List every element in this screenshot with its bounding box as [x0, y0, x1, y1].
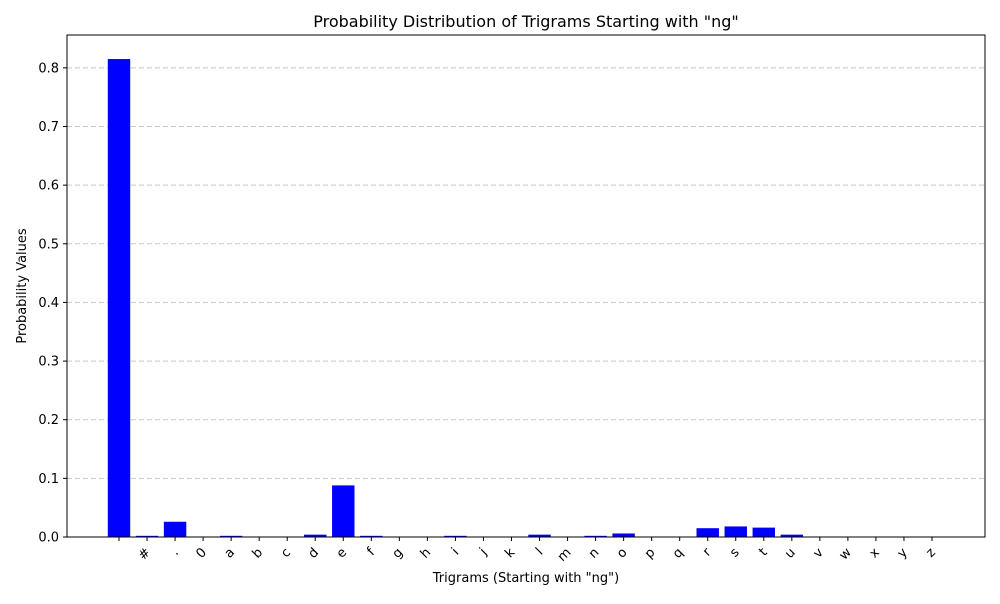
bar — [528, 534, 551, 537]
bar — [304, 534, 327, 537]
bar — [135, 535, 159, 537]
y-tick-label: 0.0 — [38, 531, 59, 546]
y-tick-label: 0.8 — [38, 61, 59, 76]
y-axis-ticks: 0.0 0.1 0.2 0.3 0.4 0.5 0.6 0.7 0.8 — [38, 61, 67, 546]
bar — [724, 526, 747, 537]
chart-title: Probability Distribution of Trigrams Sta… — [313, 12, 739, 31]
bar — [612, 533, 635, 537]
y-tick-label: 0.4 — [38, 296, 59, 311]
bars — [107, 59, 804, 537]
y-tick-label: 0.2 — [38, 413, 59, 428]
bar — [752, 527, 776, 537]
bar — [780, 534, 804, 537]
bar — [360, 535, 383, 537]
plot-frame — [66, 34, 986, 538]
bar — [584, 535, 607, 537]
y-tick-label: 0.6 — [38, 179, 59, 194]
bar — [107, 59, 131, 537]
y-tick-label: 0.1 — [38, 472, 59, 487]
y-tick-label: 0.3 — [38, 355, 59, 370]
bar — [696, 528, 719, 537]
bar — [332, 485, 355, 537]
y-axis-label: Probability Values — [15, 228, 30, 344]
y-tick-label: 0.5 — [38, 237, 59, 252]
grid-lines — [67, 67, 985, 479]
bar — [219, 535, 243, 537]
bar — [163, 521, 187, 537]
y-tick-label: 0.7 — [38, 120, 59, 135]
bar — [444, 535, 467, 537]
x-axis-label: Trigrams (Starting with "ng") — [432, 571, 619, 586]
